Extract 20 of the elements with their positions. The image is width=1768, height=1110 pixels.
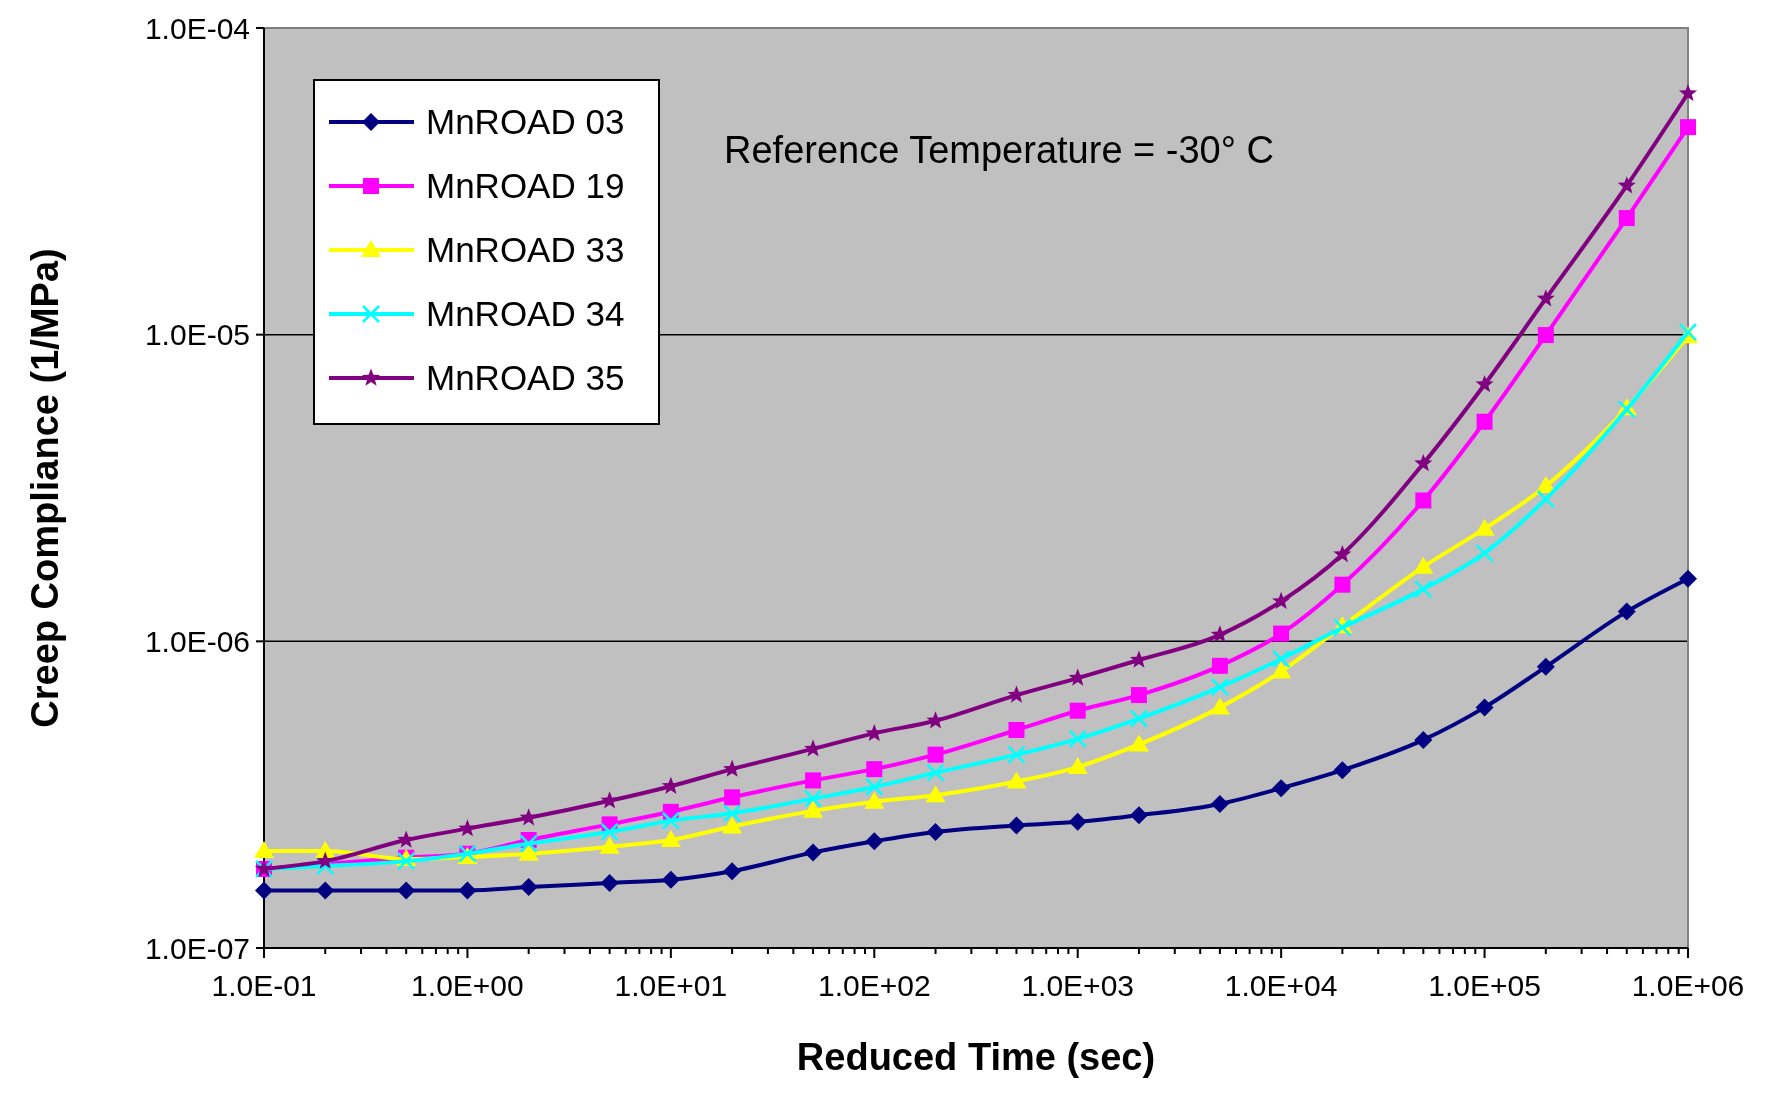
x-axis-title: Reduced Time (sec) xyxy=(796,1036,1156,1078)
x-tick-label: 1.0E+06 xyxy=(1631,969,1745,1002)
x-tick-label: 1.0E-01 xyxy=(211,969,317,1002)
legend-label: MnROAD 03 xyxy=(426,102,625,142)
x-tick-label: 1.0E+02 xyxy=(817,969,931,1002)
legend-label: MnROAD 35 xyxy=(426,358,625,398)
x-tick-label: 1.0E+03 xyxy=(1021,969,1135,1002)
legend-label: MnROAD 19 xyxy=(426,166,625,206)
y-tick-label: 1.0E-06 xyxy=(144,624,250,658)
y-tick-label: 1.0E-04 xyxy=(144,11,250,45)
legend-label: MnROAD 33 xyxy=(426,230,625,270)
x-tick-label: 1.0E+05 xyxy=(1428,969,1541,1002)
x-tick-label: 1.0E+00 xyxy=(411,969,524,1002)
legend-label: MnROAD 34 xyxy=(426,294,625,334)
x-tick-label: 1.0E+01 xyxy=(614,969,728,1002)
x-tick-label: 1.0E+04 xyxy=(1224,969,1338,1002)
y-tick-label: 1.0E-05 xyxy=(144,318,250,352)
y-axis-title: Creep Compliance (1/MPa) xyxy=(24,248,66,728)
annotation: Reference Temperature = -30° C xyxy=(724,129,1274,171)
y-tick-label: 1.0E-07 xyxy=(144,931,250,965)
